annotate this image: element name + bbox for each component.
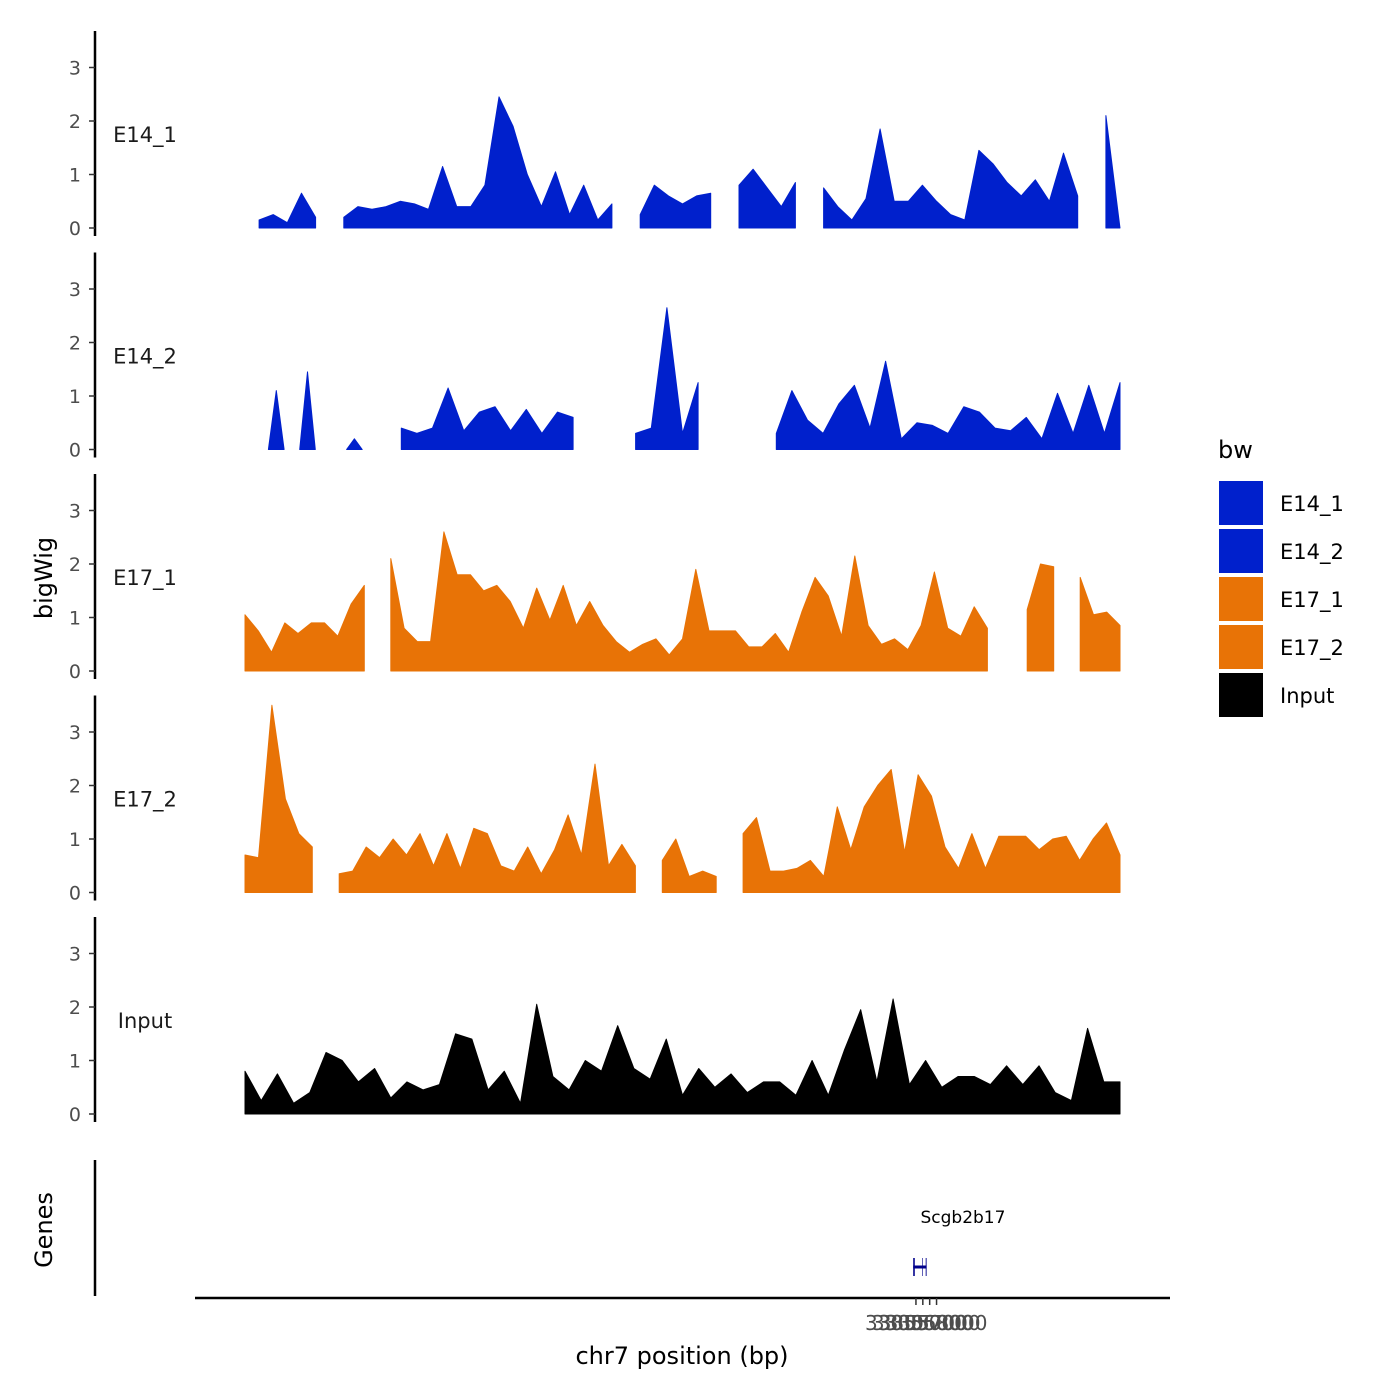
y-tick-label: 2 <box>69 333 81 355</box>
gene-track: Scgb2b17 <box>93 1160 1005 1296</box>
y-tick-label: 0 <box>69 661 81 683</box>
y-tick-label: 3 <box>69 722 81 744</box>
signal-area <box>1079 576 1121 672</box>
y-tick-label: 1 <box>69 386 81 408</box>
track-e14-1: 0 1 2 3 E14_1 <box>69 31 1121 240</box>
signal-area <box>346 438 363 450</box>
y-tick-label: 3 <box>69 58 81 80</box>
signal-area <box>299 371 316 450</box>
signal-area <box>661 838 717 893</box>
legend-swatch <box>1219 673 1263 717</box>
track-e17-1: 0 1 2 3 E17_1 <box>69 474 1121 683</box>
track-label: E14_2 <box>113 345 177 370</box>
y-tick-label: 1 <box>69 608 81 630</box>
signal-area <box>244 704 313 893</box>
track-e14-2: 0 1 2 3 E14_2 <box>69 252 1121 462</box>
y-tick-label: 0 <box>69 1104 81 1126</box>
track-label: E17_1 <box>113 566 177 591</box>
legend-label: E17_2 <box>1280 636 1344 661</box>
signal-area <box>258 192 317 229</box>
signal-area <box>738 168 796 229</box>
y-tick-label: 0 <box>69 440 81 462</box>
legend-label: Input <box>1280 684 1334 708</box>
y-tick-label: 2 <box>69 997 81 1019</box>
y-tick-label: 0 <box>69 883 81 905</box>
signal-area <box>244 998 1121 1115</box>
y-tick-label: 2 <box>69 111 81 133</box>
tracks-group: 0 1 2 3 E14_1 0 1 2 3 E14_2 0 1 2 3 E17_1 0 1 2 3 E17_2 0 1 2 3… <box>69 31 1121 1126</box>
signal-area <box>639 184 712 229</box>
x-axis-title: chr7 position (bp) <box>575 1342 788 1370</box>
y-tick-label: 3 <box>69 944 81 966</box>
y-tick-label: 2 <box>69 554 81 576</box>
signal-area <box>244 584 365 672</box>
x-tick-label: 33058000 <box>886 1311 988 1335</box>
signal-area <box>267 390 285 450</box>
gene-exon <box>913 1258 915 1276</box>
legend-swatch <box>1219 481 1263 525</box>
y-tick-label: 1 <box>69 829 81 851</box>
y-tick-label: 3 <box>69 501 81 523</box>
signal-area <box>338 763 636 893</box>
legend-swatch <box>1219 577 1263 621</box>
legend-title: bw <box>1218 436 1253 464</box>
legend-label: E14_2 <box>1280 540 1344 565</box>
x-tick-label: 33056000 <box>872 1311 974 1335</box>
signal-area <box>775 360 1121 450</box>
signal-area <box>742 769 1121 893</box>
legend-label: E14_1 <box>1280 492 1344 517</box>
x-tick-label: 33057000 <box>879 1311 981 1335</box>
signal-area <box>400 387 574 450</box>
track-label: E14_1 <box>113 123 177 148</box>
track-label: E17_2 <box>113 788 177 813</box>
signal-area <box>390 531 988 672</box>
y-tick-label: 1 <box>69 165 81 187</box>
y-tick-label: 2 <box>69 776 81 798</box>
track-input: 0 1 2 3 Input <box>69 917 1121 1126</box>
signal-area <box>1105 115 1121 229</box>
signal-area <box>343 96 613 229</box>
legend: bw E14_1 E14_2 E17_1 E17_2 Input <box>1218 436 1344 717</box>
track-e17-2: 0 1 2 3 E17_2 <box>69 695 1121 905</box>
genes-axis-title: Genes <box>30 1192 58 1268</box>
track-label: Input <box>118 1009 172 1033</box>
y-tick-label: 0 <box>69 218 81 240</box>
y-axis-title: bigWig <box>30 537 58 619</box>
x-tick-label: 33055000 <box>865 1311 967 1335</box>
gene-label: Scgb2b17 <box>920 1208 1005 1228</box>
legend-label: E17_1 <box>1280 588 1344 613</box>
y-tick-label: 1 <box>69 1051 81 1073</box>
legend-swatch <box>1219 625 1263 669</box>
signal-area <box>635 307 699 450</box>
signal-area <box>823 128 1079 229</box>
gene-exon <box>922 1258 923 1276</box>
gene-exon <box>925 1258 927 1276</box>
y-tick-label: 3 <box>69 279 81 301</box>
signal-area <box>1026 563 1055 672</box>
legend-swatch <box>1219 529 1263 573</box>
